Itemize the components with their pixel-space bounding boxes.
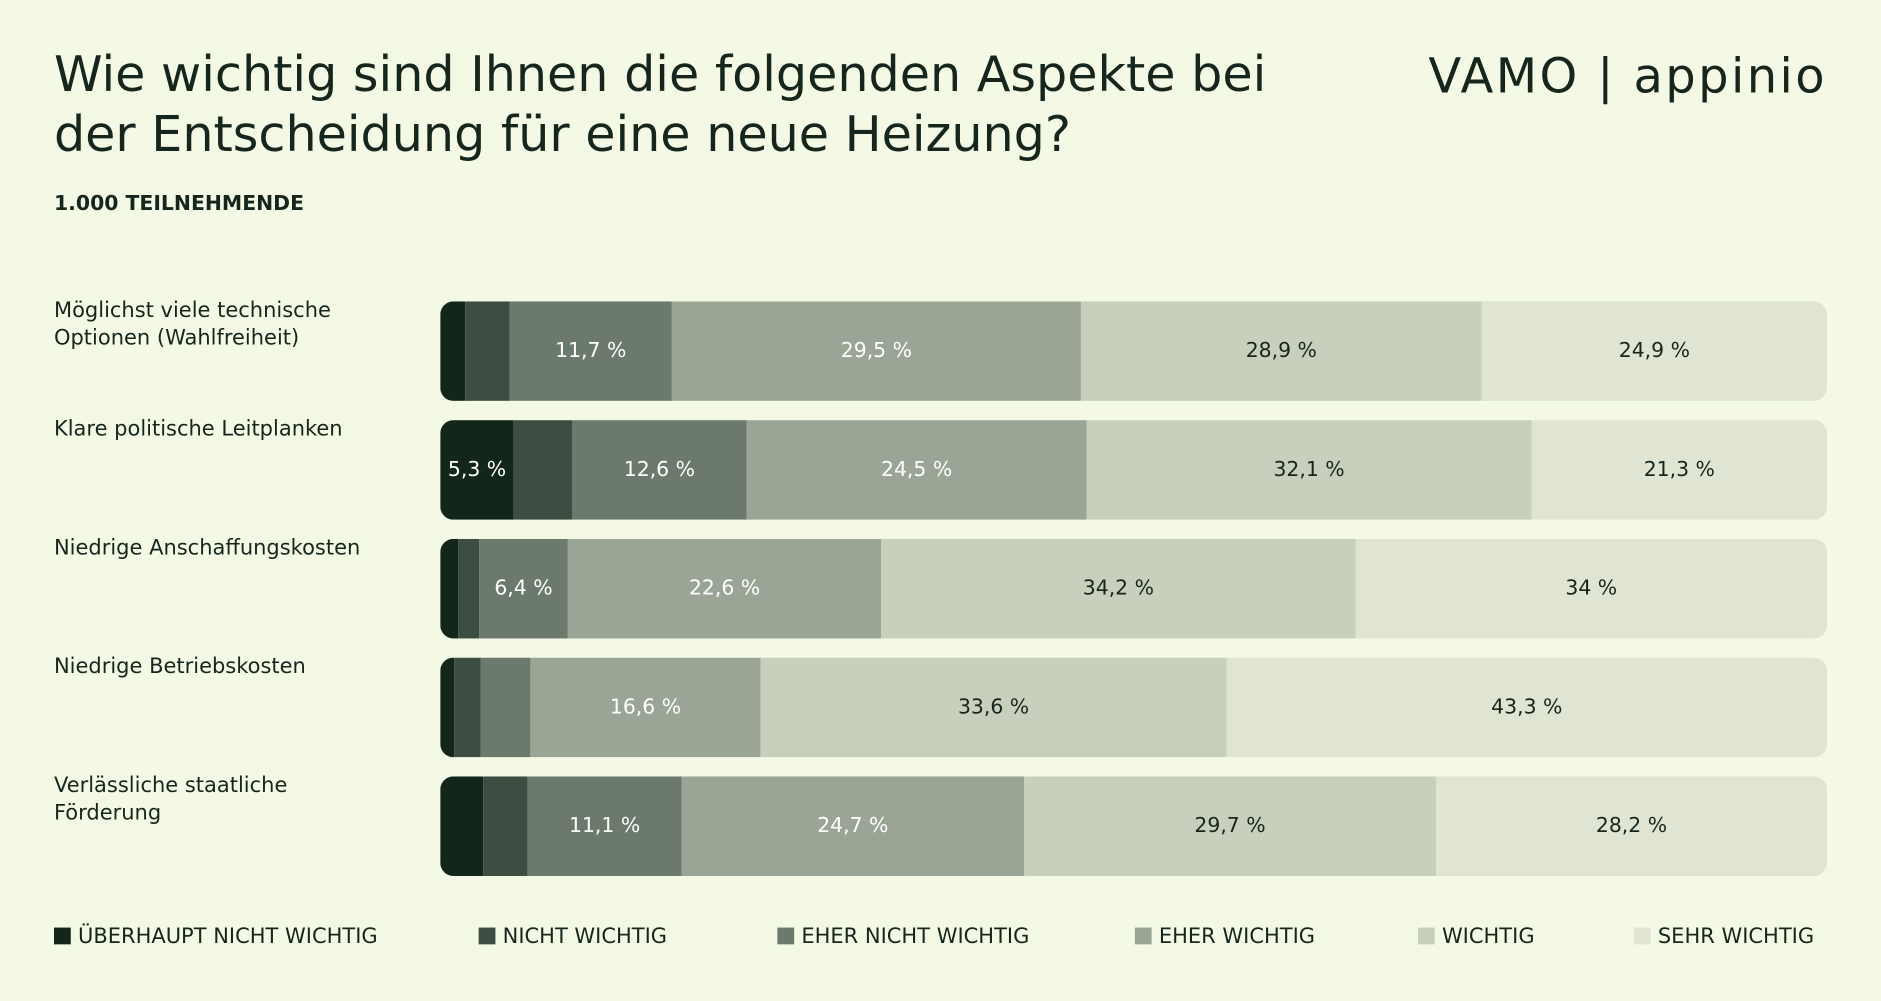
legend-label: SEHR WICHTIG [1658,924,1814,948]
bar-segment [572,420,747,520]
bar-segment [509,301,672,401]
bar-segment [440,657,455,758]
value-label: 34,2 % [1083,576,1154,600]
legend-swatch [478,927,496,945]
bar-segment [1024,776,1436,876]
bar-segment [567,538,882,639]
bar-segment [458,538,480,639]
value-label: 28,2 % [1596,813,1667,837]
bar-segment [881,538,1356,639]
legend-label: EHER WICHTIG [1159,924,1315,948]
bar-segment [527,776,682,876]
bar-segment [1226,657,1828,758]
bar-row [440,776,1828,876]
bar-segment [681,776,1025,876]
bar-segment [440,538,459,639]
legend-swatch [777,927,795,945]
value-label: 12,6 % [624,457,695,481]
category-label: Verlässliche staatliche Förderung [54,773,287,825]
bar-segment [440,420,514,520]
legend-label: NICHT WICHTIG [503,924,667,948]
bar-row [440,538,1828,639]
value-label: 24,7 % [817,813,888,837]
legend-label: WICHTIG [1442,924,1535,948]
value-label: 11,7 % [555,338,626,362]
bar-segment [760,657,1227,758]
value-label: 11,1 % [569,813,640,837]
value-label: 24,9 % [1619,338,1690,362]
value-label: 29,5 % [841,338,912,362]
bar-segment [480,657,531,758]
chart-subtitle: 1.000 TEILNEHMENDE [54,191,304,215]
chart-title: Wie wichtig sind Ihnen die folgenden Asp… [54,45,1266,163]
value-label: 24,5 % [881,457,952,481]
bar-segment [513,420,573,520]
bar-segment [1086,420,1532,520]
bar-segment [440,776,484,876]
bar-segment [454,657,481,758]
value-label: 22,6 % [689,576,760,600]
value-label: 28,9 % [1246,338,1317,362]
legend-swatch [1633,927,1651,945]
value-label: 33,6 % [958,694,1029,718]
bar-segment [483,776,528,876]
value-label: 43,3 % [1491,694,1562,718]
category-label: Möglichst viele technische Optionen (Wahl… [54,298,331,350]
category-label: Niedrige Betriebskosten [54,654,306,678]
bar-row [440,657,1828,758]
bar-segment [1481,301,1828,401]
bar-segment [1435,776,1828,876]
bar-row [440,420,1828,520]
logo: VAMO | appinio [1428,48,1827,104]
legend-swatch [53,927,71,945]
legend-label: ÜBERHAUPT NICHT WICHTIG [78,923,378,948]
category-label: Klare politische Leitplanken [54,417,343,441]
value-label: 34 % [1565,576,1617,600]
bar-segment [465,301,510,401]
value-label: 29,7 % [1194,813,1265,837]
legend-swatch [1134,927,1152,945]
legend-swatch [1417,927,1435,945]
value-label: 5,3 % [448,457,506,481]
bar-row [440,301,1828,401]
value-label: 21,3 % [1644,457,1715,481]
bar-segment [440,301,466,401]
category-label: Niedrige Anschaffungskosten [54,535,360,559]
bar-segment [746,420,1087,520]
bar-segment [479,538,568,639]
bar-segment [530,657,761,758]
value-label: 32,1 % [1273,457,1344,481]
bar-segment [1355,538,1828,639]
bar-segment [1531,420,1828,520]
value-label: 6,4 % [494,576,552,600]
bar-segment [1080,301,1482,401]
value-label: 16,6 % [610,694,681,718]
legend-label: EHER NICHT WICHTIG [801,924,1029,948]
bar-segment [671,301,1081,401]
